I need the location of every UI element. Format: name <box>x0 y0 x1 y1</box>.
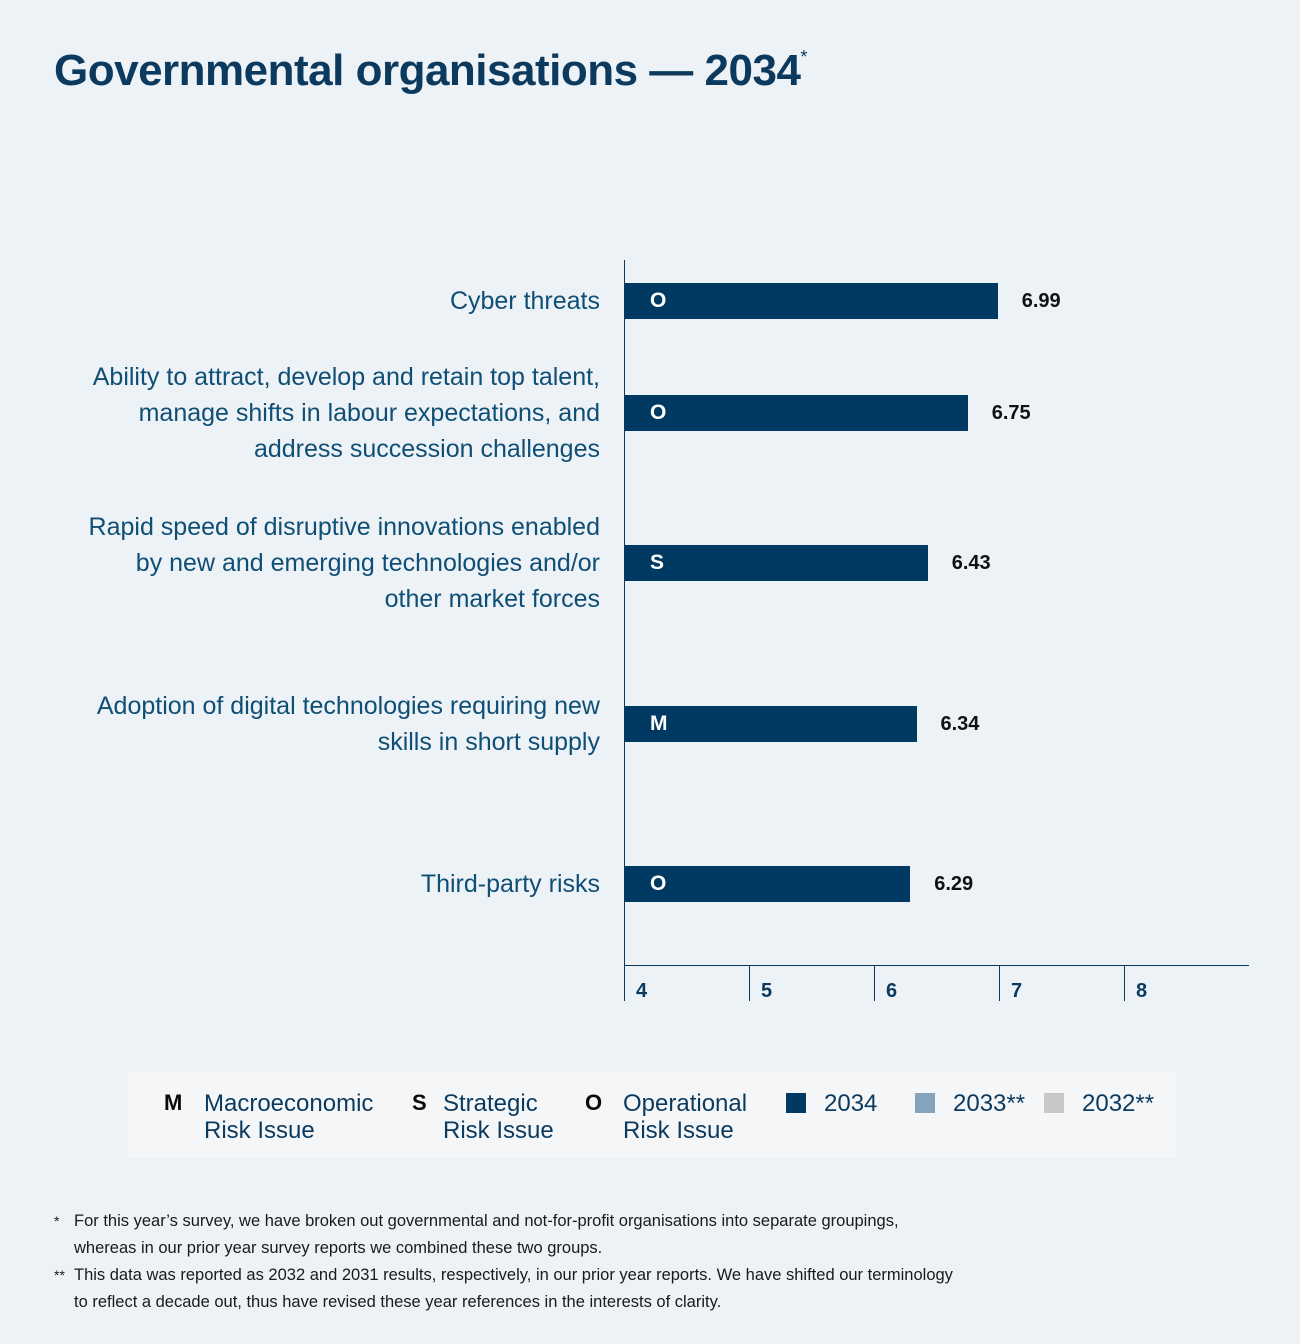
bar: O <box>624 283 998 319</box>
bar: O <box>624 866 911 902</box>
x-tick <box>624 965 625 1001</box>
legend-year-2034: 2034 <box>824 1090 878 1117</box>
footnote-2-mark: ** <box>54 1267 65 1283</box>
category-label-line: skills in short supply <box>377 728 600 756</box>
value-label: 6.34 <box>940 713 980 735</box>
category-label-line: Ability to attract, develop and retain t… <box>92 363 600 391</box>
x-tick-label: 7 <box>1011 980 1023 1002</box>
title-footnote-mark: * <box>800 47 807 68</box>
legend-key-s: S <box>412 1090 427 1115</box>
legend-swatch-2033 <box>915 1093 935 1113</box>
footnote-1-text: For this year’s survey, we have broken o… <box>74 1212 899 1257</box>
value-label: 6.29 <box>934 873 974 895</box>
category-label: Third-party risks <box>40 866 600 902</box>
legend-key-o: O <box>585 1090 603 1115</box>
risk-type-letter: O <box>650 289 667 312</box>
risk-type-letter: S <box>650 551 665 574</box>
legend: M Macroeconomic Risk Issue S Strategic Ris… <box>128 1072 1176 1158</box>
risk-type-letter: O <box>650 401 667 424</box>
category-label-line: by new and emerging technologies and/or <box>135 549 600 577</box>
bar: M <box>624 706 917 742</box>
bar: O <box>624 395 968 431</box>
footnote-1: * For this year’s survey, we have broken… <box>54 1208 954 1262</box>
x-axis-line <box>624 965 1249 966</box>
x-tick-label: 8 <box>1136 980 1148 1002</box>
footnote-2-text: This data was reported as 2032 and 2031 … <box>74 1266 953 1311</box>
legend-swatch-2032 <box>1044 1093 1064 1113</box>
x-tick <box>1124 965 1125 1001</box>
category-label-line: manage shifts in labour expectations, an… <box>138 399 600 427</box>
x-tick <box>999 965 1000 1001</box>
x-tick <box>874 965 875 1001</box>
x-tick <box>749 965 750 1001</box>
x-tick-label: 6 <box>886 980 898 1002</box>
footnote-2: ** This data was reported as 2032 and 20… <box>54 1262 954 1316</box>
legend-year-2033: 2033** <box>953 1090 1026 1117</box>
category-label-line: Cyber threats <box>449 287 600 315</box>
page-title: Governmental organisations — 2034* <box>54 46 807 95</box>
category-label-line: Third-party risks <box>420 870 600 898</box>
legend-swatch-2034 <box>786 1093 806 1113</box>
category-label: Cyber threats <box>40 283 600 319</box>
category-label: Adoption of digital technologies requiri… <box>40 688 600 760</box>
legend-label-macroeconomic: Macroeconomic Risk Issue <box>204 1090 374 1144</box>
legend-label-operational: Operational Risk Issue <box>623 1090 748 1144</box>
legend-year-2032: 2032** <box>1082 1090 1155 1117</box>
value-label: 6.99 <box>1021 290 1061 312</box>
category-label-line: Rapid speed of disruptive innovations en… <box>88 513 600 541</box>
legend-label-strategic: Strategic Risk Issue <box>443 1090 554 1144</box>
category-label-line: other market forces <box>384 585 600 613</box>
legend-key-m: M <box>164 1090 183 1115</box>
category-label: Rapid speed of disruptive innovations en… <box>40 509 600 617</box>
category-label: Ability to attract, develop and retain t… <box>40 359 600 467</box>
risk-type-letter: M <box>650 712 668 735</box>
x-tick-label: 5 <box>761 980 773 1002</box>
category-label-line: Adoption of digital technologies requiri… <box>96 692 600 720</box>
value-label: 6.75 <box>991 402 1031 424</box>
risk-type-letter: O <box>650 872 667 895</box>
category-label-line: address succession challenges <box>253 435 600 463</box>
footnote-1-mark: * <box>54 1213 60 1229</box>
y-axis-line <box>624 260 625 1000</box>
footnotes: * For this year’s survey, we have broken… <box>54 1208 954 1316</box>
bar: S <box>624 545 928 581</box>
value-label: 6.43 <box>951 552 991 574</box>
x-tick-label: 4 <box>636 980 648 1002</box>
